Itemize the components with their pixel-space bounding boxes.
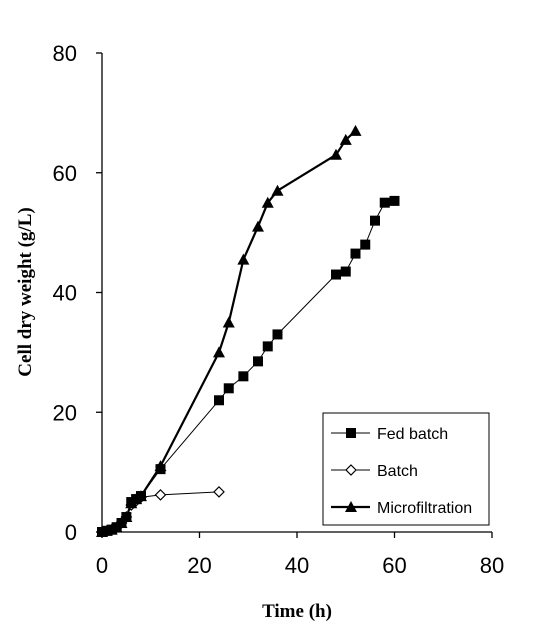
y-axis-title: Cell dry weight (g/L)	[15, 207, 36, 376]
legend-marker-batch	[345, 464, 357, 476]
data-point-microfiltration	[261, 196, 274, 208]
x-tick-label: 60	[382, 553, 406, 578]
data-point-microfiltration	[120, 511, 133, 523]
data-point-microfiltration	[115, 517, 128, 529]
x-axis-title: Time (h)	[262, 601, 332, 622]
data-point-microfiltration	[237, 253, 250, 265]
data-point-microfiltration	[154, 460, 167, 472]
axes: 0 20 40 60 80 0 20 40 60 80	[53, 41, 505, 578]
data-point-microfiltration	[330, 148, 342, 160]
legend-label-batch: Batch	[377, 463, 418, 480]
y-tick-label: 40	[53, 281, 77, 306]
legend-label-microfiltration: Microfiltration	[377, 500, 472, 517]
data-point-microfiltration	[222, 316, 235, 328]
data-point-fed-batch	[350, 248, 361, 259]
data-point-microfiltration	[213, 346, 225, 358]
data-point-fed-batch	[389, 195, 400, 206]
y-tick-label: 20	[53, 400, 77, 425]
series-layer	[96, 124, 400, 538]
legend-entry-microfiltration: Microfiltration	[331, 500, 472, 517]
legend-entry-fed-batch: Fed batch	[331, 426, 448, 443]
data-point-fed-batch	[253, 356, 263, 367]
data-point-fed-batch	[331, 269, 341, 280]
data-point-fed-batch	[214, 395, 224, 406]
y-tick-label: 80	[53, 41, 77, 66]
data-point-fed-batch	[223, 383, 234, 394]
legend-marker-microfiltration	[345, 501, 357, 512]
data-point-batch	[154, 489, 167, 501]
data-point-microfiltration	[252, 220, 264, 232]
x-tick-label: 20	[187, 553, 211, 578]
data-point-fed-batch	[340, 266, 351, 277]
data-point-fed-batch	[370, 215, 380, 226]
data-point-fed-batch	[272, 329, 283, 340]
legend-entry-batch: Batch	[331, 463, 418, 480]
data-point-batch	[213, 486, 225, 498]
x-tick-label: 80	[480, 553, 504, 578]
data-point-microfiltration	[339, 133, 352, 145]
data-point-fed-batch	[360, 239, 371, 250]
series-line-microfiltration	[101, 129, 357, 534]
legend-marker-fed-batch	[346, 428, 356, 438]
data-point-microfiltration	[349, 124, 362, 136]
x-tick-label: 0	[96, 553, 108, 578]
legend: Fed batch Batch Microfiltration	[322, 412, 490, 526]
data-point-fed-batch	[262, 341, 273, 352]
data-point-microfiltration	[271, 184, 284, 196]
data-point-microfiltration	[130, 493, 143, 505]
data-point-fed-batch	[238, 371, 249, 382]
series-microfiltration	[96, 124, 362, 537]
data-point-fed-batch	[379, 197, 390, 208]
y-tick-label: 0	[65, 520, 77, 545]
legend-label-fed-batch: Fed batch	[377, 426, 448, 443]
y-tick-label: 60	[53, 161, 77, 186]
x-tick-label: 40	[285, 553, 309, 578]
data-point-microfiltration	[135, 490, 147, 502]
